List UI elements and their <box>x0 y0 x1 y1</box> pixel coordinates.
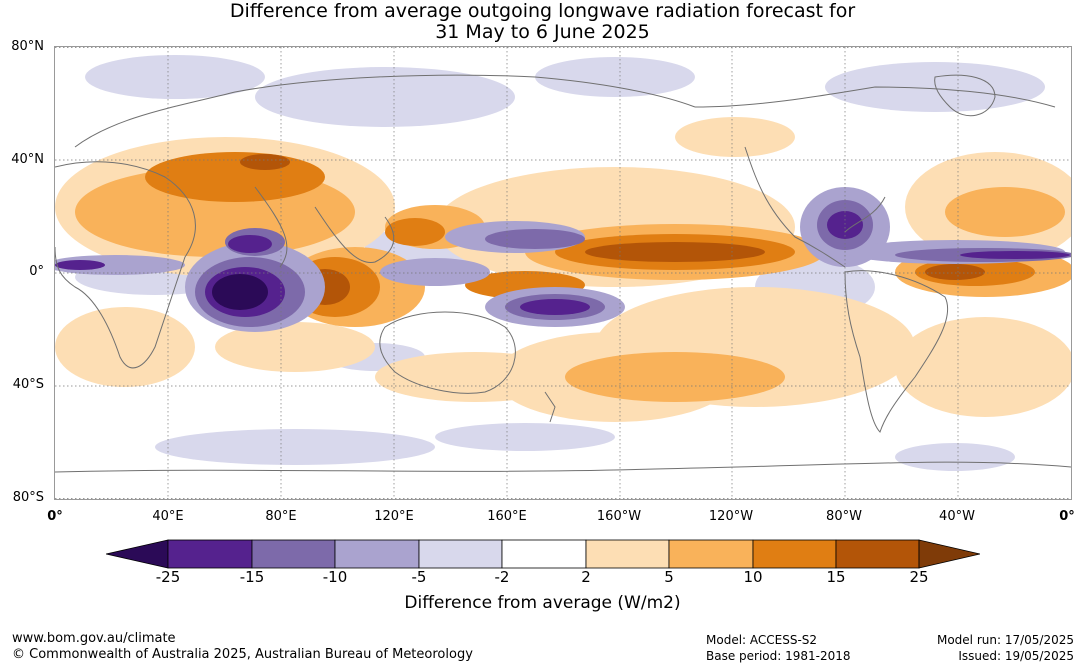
lat-label-80s: 80°S <box>12 490 44 505</box>
coastlines <box>55 74 1071 473</box>
colorbar-tick: -5 <box>411 568 427 586</box>
colorbar-tick: -10 <box>322 568 348 586</box>
graticule <box>55 47 1071 499</box>
colorbar-tick: 10 <box>743 568 763 586</box>
colorbar-segment <box>752 539 837 569</box>
colorbar-segment <box>251 539 336 569</box>
colorbar-segment <box>501 539 587 569</box>
lon-label-160w: 160°W <box>596 509 642 524</box>
colorbar-left-arrow <box>106 539 169 569</box>
lat-label-80n: 80°N <box>11 39 44 54</box>
base-period-text: Base period: 1981-2018 <box>706 649 851 663</box>
lon-label-0-left: 0° <box>47 509 63 524</box>
lon-label-120w: 120°W <box>708 509 754 524</box>
map-title-line2: 31 May to 6 June 2025 <box>435 21 650 43</box>
model-text: Model: ACCESS-S2 <box>706 633 818 647</box>
colorbar-right-arrow <box>918 539 980 569</box>
lon-label-40w: 40°W <box>939 509 975 524</box>
copyright-text: © Commonwealth of Australia 2025, Austra… <box>12 647 473 662</box>
colorbar-tick: 25 <box>909 568 929 586</box>
lat-label-40n: 40°N <box>11 152 44 167</box>
colorbar-segment <box>835 539 920 569</box>
model-run-text: Model run: 17/05/2025 <box>936 633 1074 647</box>
colorbar-tick: 15 <box>826 568 846 586</box>
colorbar-label: Difference from average (W/m2) <box>404 593 681 613</box>
colorbar-tick: -25 <box>155 568 181 586</box>
lon-label-80e: 80°E <box>265 509 297 524</box>
colorbar <box>106 539 980 569</box>
lon-label-80w: 80°W <box>826 509 862 524</box>
anomaly-very-strong-negative-areas <box>212 274 268 310</box>
lon-label-40e: 40°E <box>152 509 184 524</box>
colorbar-segment <box>334 539 420 569</box>
colorbar-tick: -2 <box>494 568 510 586</box>
colorbar-segment <box>668 539 754 569</box>
map-title-line1: Difference from average outgoing longwav… <box>229 0 856 22</box>
colorbar-tick: 2 <box>581 568 591 586</box>
colorbar-segment <box>167 539 253 569</box>
olr-anomaly-map <box>54 46 1072 500</box>
colorbar-tick: -15 <box>239 568 265 586</box>
colorbar-segment <box>585 539 670 569</box>
lon-label-0-right: 0° <box>1059 509 1075 524</box>
colorbar-tick: 5 <box>664 568 674 586</box>
lat-label-40s: 40°S <box>12 377 44 392</box>
lon-label-160e: 160°E <box>487 509 527 524</box>
colorbar-segment <box>418 539 503 569</box>
map-svg <box>55 47 1071 499</box>
issued-text: Issued: 19/05/2025 <box>958 649 1074 663</box>
lon-label-120e: 120°E <box>374 509 414 524</box>
lat-label-0: 0° <box>29 264 44 279</box>
website-link[interactable]: www.bom.gov.au/climate <box>12 631 176 646</box>
